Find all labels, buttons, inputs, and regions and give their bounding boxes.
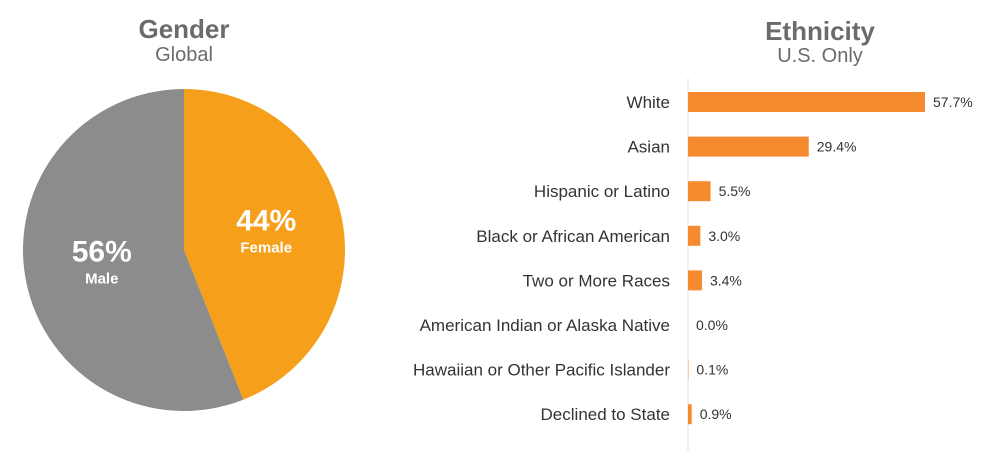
bar-two-or-more-races	[688, 270, 702, 291]
bar-category-label: Two or More Races	[523, 271, 670, 290]
bar-category-label: Hawaiian or Other Pacific Islander	[413, 361, 670, 380]
bar-value-label: 0.0%	[696, 317, 728, 333]
ethnicity-chart-subtitle: U.S. Only	[777, 45, 863, 67]
bar-value-label: 0.1%	[696, 362, 728, 378]
bar-value-label: 57.7%	[933, 94, 973, 110]
pie-slice-female	[184, 89, 345, 400]
pie-category-label-female: Female	[240, 239, 292, 256]
bar-category-label: White	[627, 93, 670, 112]
bar-category-label: Hispanic or Latino	[534, 182, 670, 201]
bar-white	[688, 92, 925, 112]
pie-slice-male	[22, 89, 244, 411]
bar-category-label: Declined to State	[541, 405, 670, 424]
bar-value-label: 29.4%	[817, 139, 857, 155]
bar-declined-to-state	[688, 404, 692, 425]
bar-black-or-african-american	[688, 225, 701, 246]
bar-asian	[688, 136, 809, 157]
ethnicity-chart-title: Ethnicity	[765, 16, 875, 46]
gender-chart-title: Gender	[138, 14, 230, 44]
bar-value-label: 0.9%	[700, 406, 732, 422]
pie-value-label-male: 56%	[72, 236, 132, 269]
gender-chart-subtitle: Global	[155, 44, 213, 66]
bar-value-label: 3.4%	[710, 272, 742, 288]
bar-value-label: 5.5%	[719, 183, 751, 199]
pie-category-label-male: Male	[85, 271, 118, 288]
bar-value-label: 3.0%	[708, 228, 740, 244]
pie-value-label-female: 44%	[236, 204, 296, 237]
bar-category-label: Asian	[627, 138, 670, 157]
bar-category-label: American Indian or Alaska Native	[420, 316, 670, 335]
bar-category-label: Black or African American	[476, 227, 670, 246]
bar-hispanic-or-latino	[688, 181, 711, 202]
